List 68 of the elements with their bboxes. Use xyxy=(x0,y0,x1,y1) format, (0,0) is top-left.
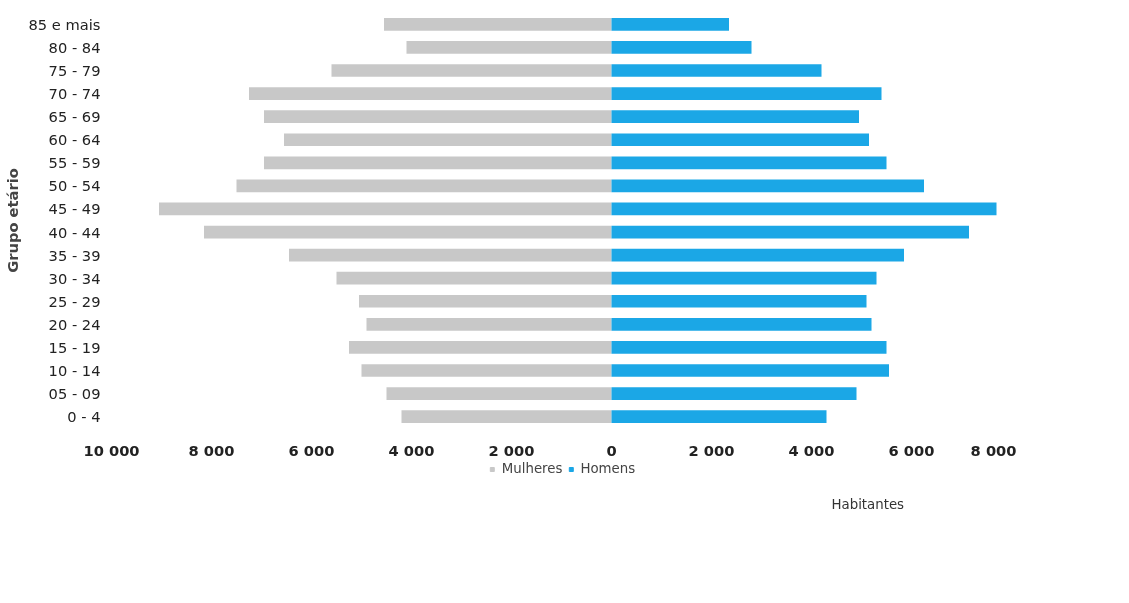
bar xyxy=(611,318,872,331)
bar xyxy=(611,87,882,100)
y-tick-label: 40 - 44 xyxy=(48,223,101,241)
bar xyxy=(611,294,867,308)
x-tick-label: 2 000 xyxy=(688,441,735,459)
bar xyxy=(401,410,612,423)
bar xyxy=(361,364,612,377)
bar xyxy=(359,294,612,308)
x-tick-label: 6 000 xyxy=(888,441,935,459)
bar xyxy=(386,387,612,400)
y-tick-label: 65 - 69 xyxy=(48,108,101,126)
bar xyxy=(284,133,612,147)
bar xyxy=(366,318,612,331)
y-tick-label: 25 - 29 xyxy=(48,292,101,310)
x-tick-label: 4 000 xyxy=(788,441,835,459)
x-tick-label: 8 000 xyxy=(970,441,1017,459)
y-tick-label: 20 - 24 xyxy=(48,315,101,333)
x-tick-label: 4 000 xyxy=(388,441,435,459)
y-tick-label: 45 - 49 xyxy=(48,200,101,218)
y-tick-label: 70 - 74 xyxy=(48,85,101,103)
bar xyxy=(236,179,612,193)
bar xyxy=(611,271,877,285)
bar xyxy=(384,18,612,31)
bar xyxy=(336,271,612,285)
bar xyxy=(611,179,924,193)
y-tick-label: 30 - 34 xyxy=(48,269,101,287)
x-tick-label: 2 000 xyxy=(488,441,535,459)
y-tick-label: 05 - 09 xyxy=(48,385,101,403)
bar xyxy=(611,133,869,147)
bar xyxy=(249,87,612,100)
bar xyxy=(159,202,612,216)
bar xyxy=(264,156,612,170)
x-tick-label: 0 xyxy=(606,441,617,459)
y-tick-label: 60 - 64 xyxy=(48,131,101,149)
x-tick-label: 6 000 xyxy=(288,441,335,459)
y-tick-label: 55 - 59 xyxy=(48,154,101,172)
legend-label: Homens xyxy=(580,461,636,476)
bar xyxy=(611,387,857,400)
x-tick-label: 10 000 xyxy=(83,441,140,459)
bar xyxy=(611,202,997,216)
bar xyxy=(204,225,612,239)
y-tick-label: 75 - 79 xyxy=(48,62,101,79)
y-tick-label: 0 - 4 xyxy=(67,408,101,426)
bar xyxy=(406,41,612,54)
y-tick-label: 15 - 19 xyxy=(48,338,101,356)
bar xyxy=(611,64,822,77)
bar xyxy=(611,156,887,170)
bar xyxy=(611,410,827,423)
bar xyxy=(611,18,729,31)
bar xyxy=(611,364,889,377)
bar xyxy=(331,64,612,77)
y-tick-label: 35 - 39 xyxy=(48,246,101,264)
y-axis-title: Grupo etário xyxy=(3,168,21,273)
bar xyxy=(611,248,904,262)
y-tick-label: 80 - 84 xyxy=(48,38,101,56)
bar xyxy=(611,225,969,239)
y-tick-label: 10 - 14 xyxy=(48,362,101,379)
legend-label: Mulheres xyxy=(501,461,563,476)
y-tick-label: 85 e mais xyxy=(28,15,101,33)
bar xyxy=(289,248,612,262)
text: Habitantes xyxy=(831,496,905,512)
bar xyxy=(264,110,612,123)
bar xyxy=(349,341,612,354)
x-tick-label: 8 000 xyxy=(188,441,235,459)
y-tick-label: 50 - 54 xyxy=(48,177,101,195)
bar xyxy=(611,41,752,54)
bar xyxy=(611,110,859,123)
bar xyxy=(611,341,887,354)
